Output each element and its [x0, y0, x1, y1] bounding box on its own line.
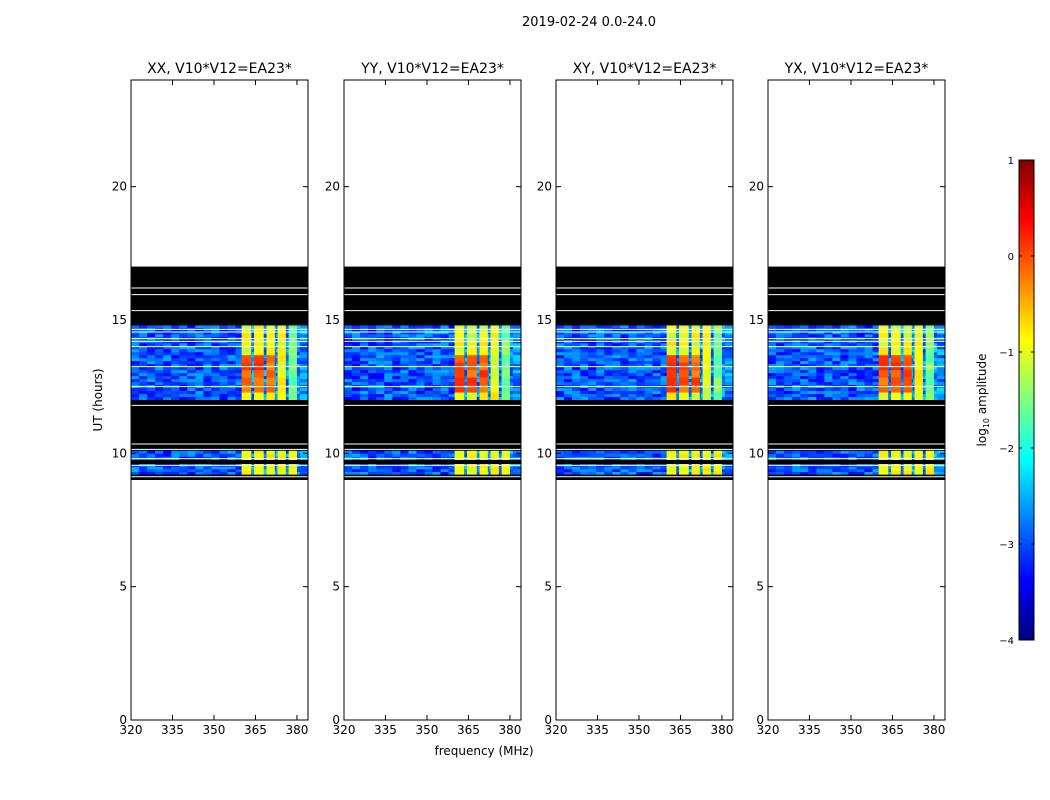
y-tick-label: 5: [756, 580, 764, 594]
data-block-2: [768, 450, 946, 461]
y-tick-label: 10: [537, 446, 552, 460]
colorbar-tick-label: −4: [999, 636, 1014, 647]
x-tick-label: 335: [586, 723, 609, 737]
panel-4: 320 335 350 365 380 0 5 10 15 20 YX, V10*V12=EA23*: [749, 61, 946, 737]
x-tick-label: 350: [628, 723, 651, 737]
panel-1: 320 335 350 365 380 0 5 10 15 20 XX, V10*V12=EA23*: [112, 61, 309, 737]
y-tick-label: 15: [749, 313, 764, 327]
x-tick-label: 335: [374, 723, 397, 737]
y-tick-label: 10: [749, 446, 764, 460]
colorbar-label: log10 amplitude: [975, 354, 991, 447]
data-block-3: [556, 325, 734, 401]
y-tick-label: 0: [119, 713, 127, 727]
y-tick-label: 10: [325, 446, 340, 460]
x-tick-label: 365: [457, 723, 480, 737]
y-axis-label: UT (hours): [91, 368, 105, 431]
panel-title: XY, V10*V12=EA23*: [573, 61, 717, 77]
colorbar-tick-label: 0: [1008, 252, 1014, 263]
x-tick-label: 320: [545, 723, 568, 737]
y-tick-label: 5: [544, 580, 552, 594]
x-axis-label: frequency (MHz): [434, 744, 533, 758]
colorbar-tick-label: 1: [1008, 156, 1014, 167]
x-tick-label: 380: [285, 723, 308, 737]
panel-2: 320 335 350 365 380 0 5 10 15 20 YY, V10*V12=EA23*: [325, 61, 522, 737]
panel-title: YX, V10*V12=EA23*: [784, 61, 929, 77]
x-tick-label: 320: [333, 723, 356, 737]
colorbar-gradient: [1018, 159, 1035, 641]
panel-title: YY, V10*V12=EA23*: [360, 61, 504, 77]
figure-suptitle: 2019-02-24 0.0-24.0: [522, 15, 656, 30]
y-tick-label: 15: [112, 313, 127, 327]
data-block-3: [344, 325, 522, 401]
y-tick-label: 20: [537, 180, 552, 194]
x-tick-label: 380: [498, 723, 521, 737]
x-tick-label: 350: [203, 723, 226, 737]
plot-frame: [555, 79, 734, 721]
x-tick-label: 350: [416, 723, 439, 737]
y-tick-label: 20: [749, 180, 764, 194]
data-block-3: [768, 325, 946, 401]
x-tick-label: 320: [757, 723, 780, 737]
x-tick-label: 320: [120, 723, 143, 737]
y-tick-label: 20: [112, 180, 127, 194]
colorbar: 1 0 −1 −2 −3 −4 log10 amplitude: [975, 156, 1035, 647]
y-tick-label: 20: [325, 180, 340, 194]
y-tick-label: 15: [537, 313, 552, 327]
x-tick-label: 335: [798, 723, 821, 737]
panel-title: XX, V10*V12=EA23*: [147, 61, 292, 77]
panels: 320 335 350 365 380 0 5 10 15 20 XX, V10*V12=EA23*…: [112, 61, 946, 737]
x-tick-label: 365: [669, 723, 692, 737]
x-tick-label: 350: [840, 723, 863, 737]
y-tick-label: 15: [325, 313, 340, 327]
y-tick-label: 5: [332, 580, 340, 594]
x-tick-label: 365: [244, 723, 267, 737]
x-tick-label: 380: [922, 723, 945, 737]
colorbar-tick-label: −2: [999, 444, 1014, 455]
y-tick-label: 0: [756, 713, 764, 727]
colorbar-tick-label: −1: [999, 348, 1014, 359]
x-tick-label: 335: [161, 723, 184, 737]
plot-frame: [767, 79, 946, 721]
panel-3: 320 335 350 365 380 0 5 10 15 20 XY, V10*V12=EA23*: [537, 61, 734, 737]
y-tick-label: 0: [332, 713, 340, 727]
y-tick-label: 0: [544, 713, 552, 727]
x-tick-label: 365: [881, 723, 904, 737]
data-block-3: [131, 325, 309, 401]
x-tick-label: 380: [710, 723, 733, 737]
y-tick-label: 5: [119, 580, 127, 594]
colorbar-tick-label: −3: [999, 540, 1014, 551]
y-tick-label: 10: [112, 446, 127, 460]
plot-frame: [343, 79, 522, 721]
plot-frame: [130, 79, 309, 721]
